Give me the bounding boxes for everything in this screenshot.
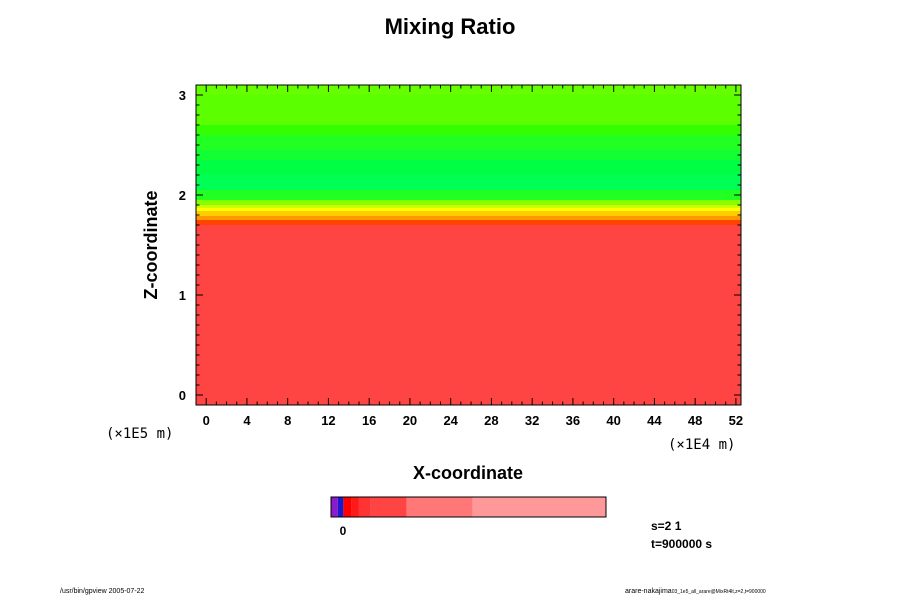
x-tick-label: 16 bbox=[362, 413, 376, 428]
x-axis-unit: (×1E4 m) bbox=[668, 437, 735, 453]
footer-right-main: arare-nakajima bbox=[625, 588, 672, 595]
colorbar-segment bbox=[472, 497, 606, 517]
colorbar-segment bbox=[343, 497, 352, 517]
heatmap-band bbox=[196, 175, 741, 190]
colorbar: 0 bbox=[330, 496, 607, 538]
x-tick-label: 44 bbox=[647, 413, 662, 428]
x-tick-label: 28 bbox=[484, 413, 498, 428]
heatmap-band bbox=[196, 200, 741, 205]
y-tick-label: 1 bbox=[179, 288, 186, 303]
y-tick-label: 2 bbox=[179, 188, 186, 203]
y-tick-label: 0 bbox=[179, 388, 186, 403]
heatmap-band bbox=[196, 208, 741, 211]
x-tick-label: 32 bbox=[525, 413, 539, 428]
heatmap-band bbox=[196, 225, 741, 405]
x-tick-label: 52 bbox=[729, 413, 743, 428]
y-tick-label: 3 bbox=[179, 88, 186, 103]
x-tick-label: 40 bbox=[606, 413, 620, 428]
x-axis-label: X-coordinate bbox=[413, 463, 523, 483]
heatmap-field bbox=[196, 85, 741, 405]
colorbar-segment bbox=[331, 497, 338, 517]
colorbar-segment bbox=[406, 497, 473, 517]
heatmap-band bbox=[196, 160, 741, 175]
heatmap-band bbox=[196, 125, 741, 135]
heatmap-band bbox=[196, 205, 741, 208]
x-tick-label: 0 bbox=[203, 413, 210, 428]
x-tick-label: 4 bbox=[243, 413, 251, 428]
x-tick-label: 12 bbox=[321, 413, 335, 428]
x-tick-label: 48 bbox=[688, 413, 702, 428]
heatmap-band bbox=[196, 85, 741, 95]
colorbar-tick-label: 0 bbox=[340, 524, 347, 538]
x-tick-label: 20 bbox=[403, 413, 417, 428]
heatmap-band bbox=[196, 135, 741, 150]
heatmap-band bbox=[196, 150, 741, 160]
x-tick-label: 36 bbox=[566, 413, 580, 428]
footer-right-sub: 03_1e5_all_arare@MixRt4lt,z=2,t=900000 bbox=[671, 589, 766, 595]
x-tick-label: 8 bbox=[284, 413, 291, 428]
info-s: s=2 1 bbox=[651, 519, 682, 533]
heatmap-band bbox=[196, 220, 741, 225]
heatmap-band bbox=[196, 190, 741, 200]
heatmap-band bbox=[196, 211, 741, 216]
y-axis-unit: (×1E5 m) bbox=[106, 426, 173, 442]
colorbar-segment bbox=[370, 497, 407, 517]
footer-left: /usr/bin/gpview 2005-07-22 bbox=[60, 588, 145, 595]
colorbar-segment bbox=[337, 497, 344, 517]
x-tick-label: 24 bbox=[443, 413, 458, 428]
y-axis-label: Z-coordinate bbox=[141, 190, 161, 299]
heatmap-band bbox=[196, 95, 741, 125]
colorbar-segment bbox=[358, 497, 371, 517]
footer-right: arare-nakajima03_1e5_all_arare@MixRt4lt,… bbox=[625, 588, 766, 595]
heatmap-band bbox=[196, 216, 741, 220]
colorbar-frame bbox=[330, 496, 607, 518]
chart-title: Mixing Ratio bbox=[384, 14, 516, 39]
info-t: t=900000 s bbox=[651, 537, 713, 551]
colorbar-segment bbox=[351, 497, 359, 517]
